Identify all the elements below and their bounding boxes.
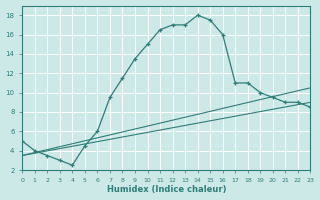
X-axis label: Humidex (Indice chaleur): Humidex (Indice chaleur)	[107, 185, 226, 194]
